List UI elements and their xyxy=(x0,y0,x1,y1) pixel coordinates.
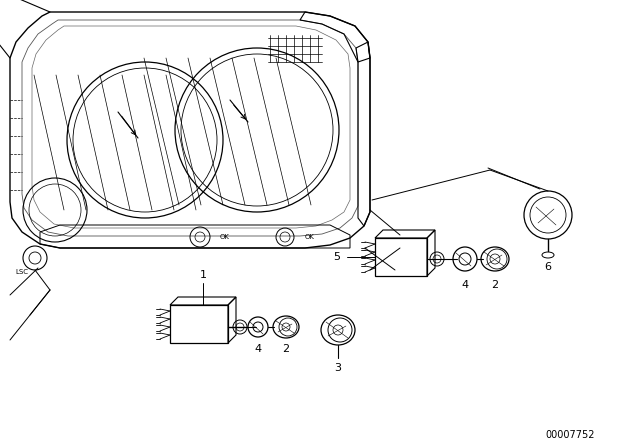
Text: 6: 6 xyxy=(545,262,552,272)
Text: 2: 2 xyxy=(492,280,499,290)
Text: OK: OK xyxy=(220,234,230,240)
Bar xyxy=(375,238,427,276)
Text: 00007752: 00007752 xyxy=(545,430,595,440)
Text: 2: 2 xyxy=(282,344,289,354)
Text: LSC: LSC xyxy=(15,269,28,275)
Text: 4: 4 xyxy=(461,280,468,290)
Text: 3: 3 xyxy=(335,363,342,373)
Text: 5: 5 xyxy=(333,252,340,262)
Text: OK: OK xyxy=(305,234,315,240)
Text: 4: 4 xyxy=(255,344,262,354)
Bar xyxy=(170,305,228,343)
Text: 1: 1 xyxy=(200,270,207,280)
